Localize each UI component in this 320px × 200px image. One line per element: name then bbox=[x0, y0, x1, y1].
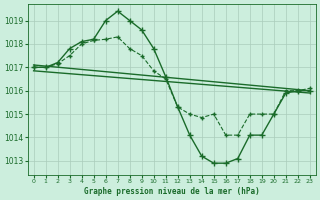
X-axis label: Graphe pression niveau de la mer (hPa): Graphe pression niveau de la mer (hPa) bbox=[84, 187, 260, 196]
